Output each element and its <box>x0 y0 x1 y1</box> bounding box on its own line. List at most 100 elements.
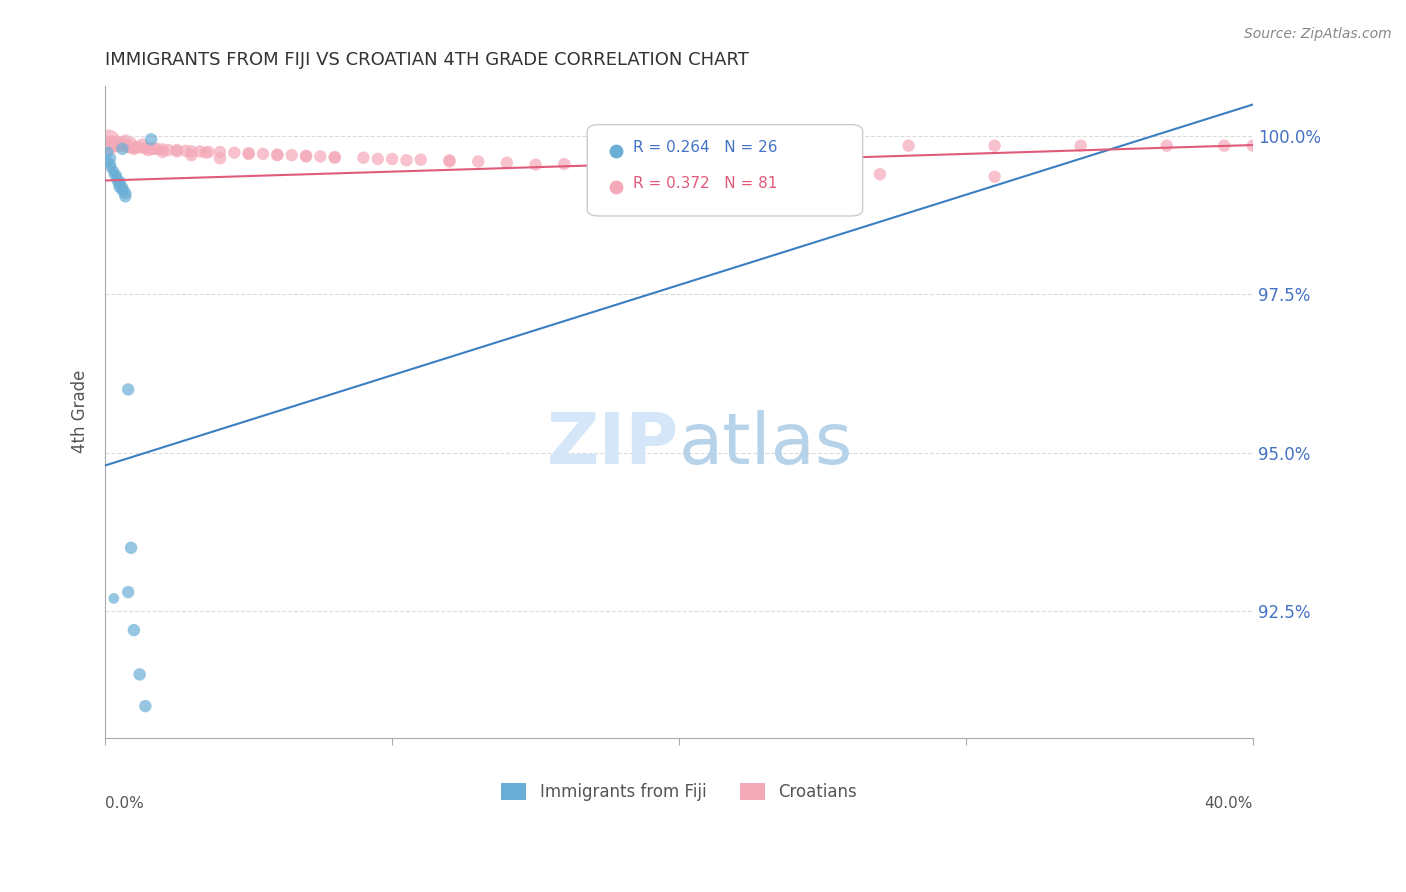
Point <box>897 138 920 153</box>
Point <box>146 142 169 156</box>
Point <box>114 139 136 153</box>
Text: Source: ZipAtlas.com: Source: ZipAtlas.com <box>1244 27 1392 41</box>
Point <box>439 154 461 169</box>
Point <box>134 699 156 714</box>
Point <box>152 143 174 157</box>
Point <box>111 138 134 153</box>
Point <box>224 145 246 160</box>
Point <box>280 148 302 162</box>
Point <box>100 152 122 166</box>
Point <box>103 136 125 151</box>
Point <box>174 144 197 158</box>
Point <box>323 150 346 164</box>
Point <box>696 138 718 153</box>
Point <box>166 143 188 157</box>
Point <box>111 183 134 197</box>
Point <box>983 169 1005 184</box>
Point <box>100 161 122 175</box>
Text: 0.0%: 0.0% <box>105 797 143 812</box>
Point <box>467 154 489 169</box>
Point <box>125 140 148 154</box>
Point <box>496 155 519 169</box>
Point <box>139 132 162 146</box>
Point <box>157 143 180 157</box>
Point <box>295 149 318 163</box>
Point <box>117 140 139 154</box>
Point <box>180 148 202 162</box>
Y-axis label: 4th Grade: 4th Grade <box>72 370 89 453</box>
Point <box>194 145 217 160</box>
Point <box>983 138 1005 153</box>
Point <box>120 140 142 154</box>
Point <box>1241 138 1264 153</box>
Text: IMMIGRANTS FROM FIJI VS CROATIAN 4TH GRADE CORRELATION CHART: IMMIGRANTS FROM FIJI VS CROATIAN 4TH GRA… <box>105 51 749 69</box>
Point <box>122 623 145 637</box>
Point <box>524 158 547 172</box>
Point <box>1213 138 1236 153</box>
Point <box>108 175 131 189</box>
Point <box>117 585 139 599</box>
Point <box>105 135 128 149</box>
Point <box>754 138 776 153</box>
Text: 40.0%: 40.0% <box>1205 797 1253 812</box>
Point <box>143 142 166 156</box>
Point <box>811 138 834 153</box>
Point <box>111 142 134 156</box>
Point <box>103 167 125 181</box>
Point <box>582 160 605 174</box>
Point <box>105 169 128 183</box>
Point <box>128 667 150 681</box>
Point <box>439 153 461 168</box>
Point <box>188 145 211 159</box>
Point <box>120 136 142 150</box>
Point <box>100 158 122 172</box>
Point <box>108 138 131 153</box>
FancyBboxPatch shape <box>588 125 863 216</box>
Point <box>208 152 231 166</box>
Point <box>323 151 346 165</box>
Point <box>103 164 125 178</box>
Point <box>117 139 139 153</box>
Point <box>108 179 131 194</box>
Text: R = 0.264   N = 26: R = 0.264 N = 26 <box>633 140 778 155</box>
Point <box>105 138 128 153</box>
Legend: Immigrants from Fiji, Croatians: Immigrants from Fiji, Croatians <box>495 776 863 807</box>
Point <box>754 164 776 178</box>
Point <box>114 186 136 201</box>
Point <box>131 137 153 152</box>
Point <box>128 140 150 154</box>
Point <box>869 167 891 181</box>
Text: R = 0.372   N = 81: R = 0.372 N = 81 <box>633 176 778 191</box>
Point <box>668 162 690 177</box>
Point <box>100 136 122 151</box>
Point <box>309 149 332 163</box>
Point <box>122 142 145 156</box>
Point <box>117 383 139 397</box>
Text: ZIP: ZIP <box>547 409 679 479</box>
Point <box>103 591 125 606</box>
Point <box>97 154 120 169</box>
Point <box>266 147 288 161</box>
Point <box>395 153 418 168</box>
Point <box>180 145 202 159</box>
Point <box>1070 138 1092 153</box>
Point <box>640 138 662 153</box>
Point <box>139 142 162 156</box>
Point <box>367 152 389 166</box>
Point <box>197 145 219 159</box>
Point <box>553 157 575 171</box>
Point <box>136 143 159 157</box>
Point <box>1371 763 1393 777</box>
Point <box>114 189 136 203</box>
Point <box>108 177 131 191</box>
Point <box>108 138 131 153</box>
Point <box>409 153 432 167</box>
Point <box>103 138 125 153</box>
Point <box>134 141 156 155</box>
Point <box>134 141 156 155</box>
Point <box>111 136 134 150</box>
Point <box>152 145 174 159</box>
Point <box>596 138 619 153</box>
Point <box>122 140 145 154</box>
Point <box>105 170 128 185</box>
